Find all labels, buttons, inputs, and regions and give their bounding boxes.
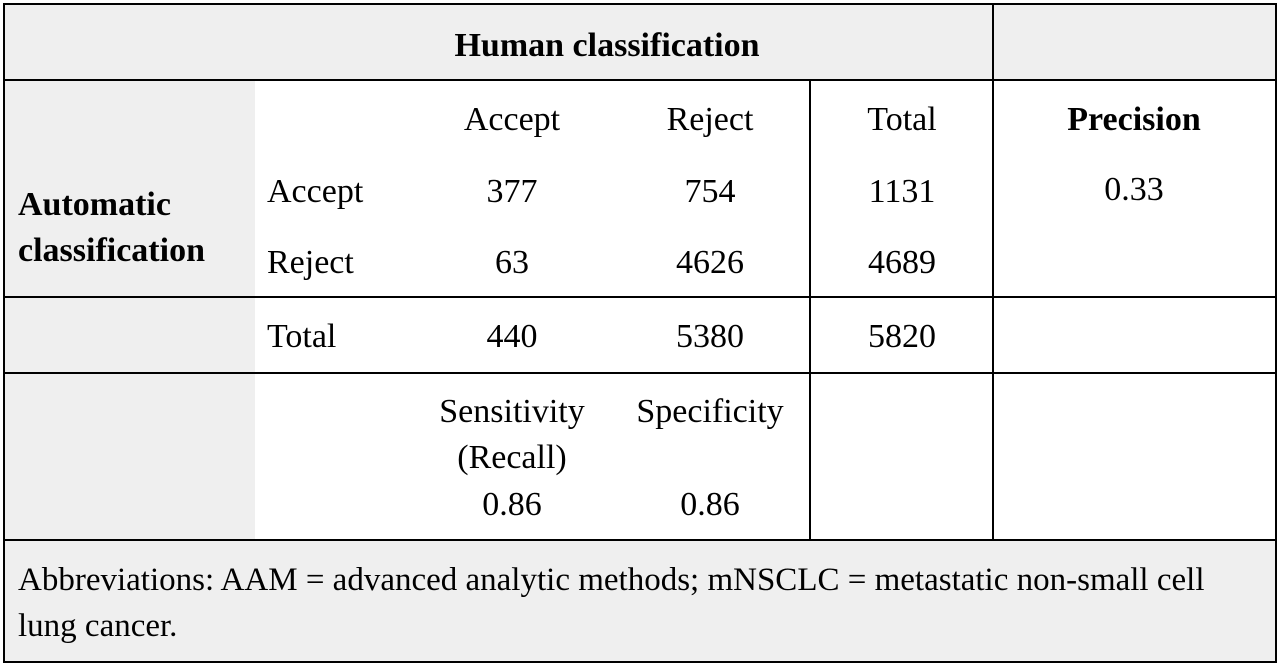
rule [4, 372, 1276, 374]
row-header-bg [4, 80, 255, 540]
cell: 63 [495, 244, 529, 281]
rule [809, 80, 811, 540]
cell: 754 [684, 173, 736, 210]
metric-label: Sensitivity (Recall) [439, 393, 585, 476]
table-title: Human classification [454, 27, 760, 64]
metric-label: Specificity [636, 393, 784, 430]
row-label: Reject [267, 244, 354, 281]
rule [4, 296, 1276, 298]
cell: 5820 [868, 318, 936, 355]
row-label: Accept [267, 173, 364, 210]
cell: 4626 [676, 244, 744, 281]
row-label: Total [267, 318, 337, 355]
rule [992, 4, 994, 540]
cell: 5380 [676, 318, 744, 355]
column-header: Reject [666, 101, 754, 138]
column-header: Accept [463, 101, 561, 138]
row-group-label: Automatic classification [18, 186, 205, 269]
rule [4, 79, 1276, 81]
cell: 4689 [868, 244, 936, 281]
table-border [3, 3, 1277, 663]
cell: 1131 [868, 173, 936, 210]
footnote: Abbreviations: AAM = advanced analytic m… [18, 562, 1205, 644]
metric-value: 0.86 [482, 486, 542, 523]
cell: 377 [486, 173, 538, 210]
metric-value: 0.86 [680, 486, 740, 523]
precision-header: Precision [1067, 101, 1201, 138]
precision-value: 0.33 [1104, 171, 1164, 208]
cell: 440 [486, 318, 538, 355]
header-bg [4, 4, 1276, 80]
column-header: Total [867, 101, 937, 138]
footer-bg [4, 540, 1276, 662]
rule [4, 539, 1276, 541]
